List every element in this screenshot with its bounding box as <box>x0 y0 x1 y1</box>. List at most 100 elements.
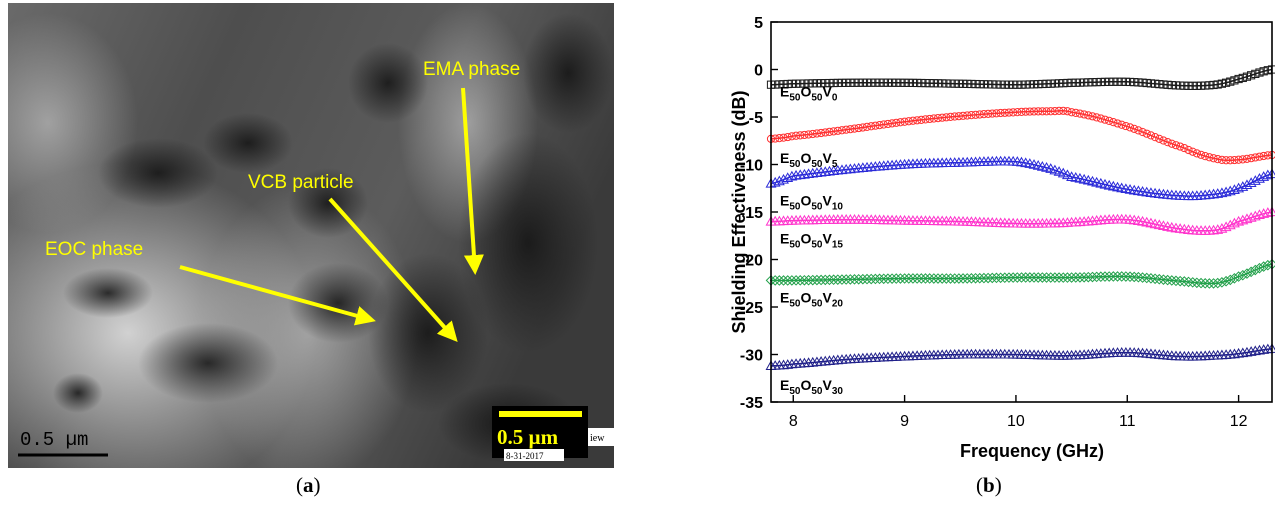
data-point-E50O50V20-52 <box>982 272 994 284</box>
x-tick-label-3: 11 <box>1119 413 1136 430</box>
data-point-E50O50V20-10 <box>807 274 819 286</box>
data-point-E50O50V5-107 <box>1213 155 1222 164</box>
data-point-E50O50V20-57 <box>1003 272 1015 283</box>
data-point-E50O50V5-6 <box>791 131 801 140</box>
data-point-E50O50V0-115 <box>1247 71 1256 80</box>
data-point-E50O50V0-70 <box>1059 79 1068 88</box>
data-point-E50O50V5-5 <box>787 132 796 141</box>
data-point-E50O50V0-43 <box>946 79 955 88</box>
data-point-E50O50V20-113 <box>1237 269 1249 281</box>
data-point-E50O50V15-119 <box>1262 207 1274 217</box>
data-point-E50O50V20-26 <box>874 273 885 285</box>
data-point-E50O50V5-24 <box>867 122 876 131</box>
data-point-E50O50V5-23 <box>862 122 872 131</box>
data-point-E50O50V20-118 <box>1258 261 1269 272</box>
imprint-date: 8-31-2017 <box>506 451 544 461</box>
y-tick-label-2: -5 <box>749 110 763 127</box>
data-point-E50O50V5-21 <box>854 123 863 133</box>
series-label-E50O50V20: E50O50V20 <box>780 289 843 309</box>
data-point-E50O50V15-116 <box>1249 210 1261 221</box>
data-point-E50O50V5-71 <box>1063 107 1072 116</box>
data-point-E50O50V5-112 <box>1234 155 1243 164</box>
data-point-E50O50V20-62 <box>1024 272 1036 283</box>
data-point-E50O50V5-37 <box>921 115 930 124</box>
data-point-E50O50V5-34 <box>908 116 918 125</box>
chart-panel: 8 9 10 11 12 5 0 -5 -10 -15 -20 -25 -30 -35 E50O50V0 E… <box>700 0 1275 470</box>
data-point-E50O50V0-111 <box>1230 76 1239 85</box>
data-point-E50O50V0-76 <box>1084 78 1093 87</box>
data-point-E50O50V5-29 <box>887 119 897 128</box>
data-point-E50O50V5-38 <box>925 114 934 124</box>
data-point-E50O50V10-2 <box>773 175 785 186</box>
data-point-E50O50V5-27 <box>879 120 888 129</box>
data-point-E50O50V20-74 <box>1074 272 1086 283</box>
data-point-E50O50V0-59 <box>1013 80 1022 89</box>
arrow-ema <box>461 87 484 275</box>
data-point-E50O50V5-67 <box>1046 107 1055 116</box>
data-point-E50O50V5-111 <box>1230 155 1239 165</box>
series-E50O50V20 <box>765 258 1275 289</box>
data-point-E50O50V0-104 <box>1201 81 1210 90</box>
data-point-E50O50V0-112 <box>1234 74 1243 84</box>
data-point-E50O50V5-62 <box>1025 107 1034 116</box>
data-point-E50O50V20-84 <box>1116 271 1128 282</box>
data-point-E50O50V20-5 <box>786 275 798 286</box>
data-point-E50O50V15-109 <box>1220 221 1232 232</box>
y-tick-label-3: -10 <box>740 158 763 175</box>
arrow-eoc <box>179 265 376 326</box>
caption-a: (a) <box>296 473 321 497</box>
data-point-E50O50V0-5 <box>787 79 796 88</box>
data-point-E50O50V5-117 <box>1255 152 1264 161</box>
data-point-E50O50V5-102 <box>1192 149 1201 158</box>
data-point-E50O50V0-8 <box>800 79 809 88</box>
data-point-E50O50V20-42 <box>941 273 952 284</box>
data-point-E50O50V5-92 <box>1151 133 1160 142</box>
data-point-E50O50V5-9 <box>804 130 813 139</box>
data-point-E50O50V0-87 <box>1130 78 1139 87</box>
data-point-E50O50V5-57 <box>1004 108 1014 117</box>
data-point-E50O50V5-110 <box>1226 156 1235 165</box>
data-point-E50O50V10-111 <box>1228 184 1240 195</box>
data-point-E50O50V15-118 <box>1258 208 1270 218</box>
data-point-E50O50V0-110 <box>1226 77 1235 86</box>
data-point-E50O50V20-45 <box>953 273 965 284</box>
data-point-E50O50V20-50 <box>974 272 986 284</box>
data-point-E50O50V0-98 <box>1176 81 1185 90</box>
data-point-E50O50V20-4 <box>782 275 794 286</box>
data-point-E50O50V5-95 <box>1163 138 1172 147</box>
data-point-E50O50V0-65 <box>1038 79 1047 89</box>
data-point-E50O50V0-67 <box>1046 79 1055 88</box>
data-point-E50O50V0-102 <box>1192 81 1201 90</box>
data-point-E50O50V5-82 <box>1109 118 1118 127</box>
data-point-E50O50V5-41 <box>938 113 947 122</box>
data-point-E50O50V0-114 <box>1242 72 1252 81</box>
data-point-E50O50V20-111 <box>1229 273 1240 284</box>
data-point-E50O50V0-99 <box>1180 81 1189 90</box>
data-point-E50O50V0-51 <box>979 80 989 89</box>
data-point-E50O50V0-47 <box>963 79 972 88</box>
x-axis-title: Frequency (GHz) <box>960 441 1104 461</box>
data-point-E50O50V20-38 <box>924 273 935 284</box>
y-tick-label-6: -25 <box>740 300 763 317</box>
data-point-E50O50V0-35 <box>913 78 922 88</box>
data-point-E50O50V0-9 <box>804 79 813 88</box>
x-tick-label-1: 9 <box>900 413 909 430</box>
data-point-E50O50V10-118 <box>1258 171 1270 181</box>
data-point-E50O50V5-39 <box>929 114 938 123</box>
data-point-E50O50V0-14 <box>825 78 834 88</box>
data-point-E50O50V5-10 <box>808 129 817 139</box>
data-point-E50O50V15-117 <box>1254 209 1265 220</box>
data-point-E50O50V10-4 <box>782 172 794 183</box>
data-point-E50O50V0-40 <box>933 79 943 88</box>
data-point-E50O50V5-36 <box>917 115 926 124</box>
data-point-E50O50V5-104 <box>1201 152 1210 161</box>
data-point-E50O50V15-110 <box>1224 219 1236 230</box>
data-point-E50O50V0-36 <box>917 78 926 88</box>
data-point-E50O50V0-103 <box>1196 81 1206 90</box>
data-point-E50O50V20-11 <box>811 274 823 286</box>
caption-a-letter: a <box>303 473 314 497</box>
data-point-E50O50V20-58 <box>1007 272 1019 283</box>
data-point-E50O50V20-60 <box>1016 272 1027 283</box>
data-point-E50O50V20-51 <box>978 272 990 284</box>
data-point-E50O50V20-82 <box>1108 271 1119 282</box>
